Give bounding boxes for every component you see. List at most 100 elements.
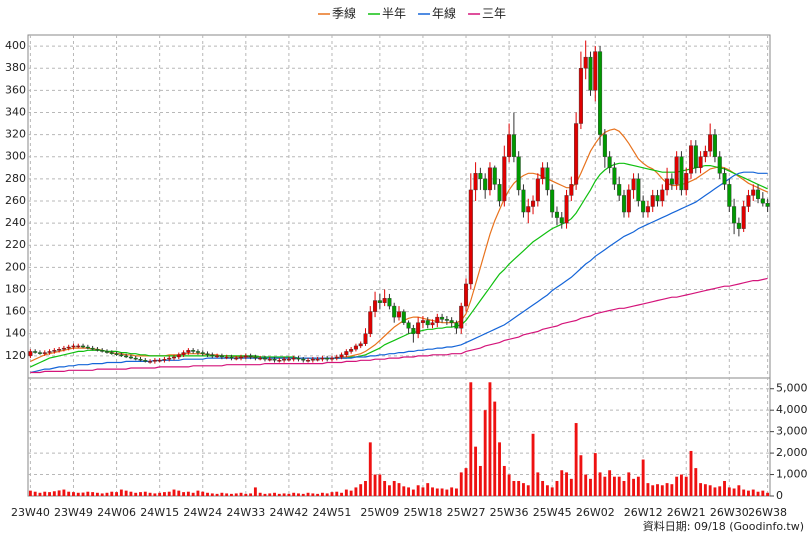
volume-bar bbox=[129, 491, 133, 496]
volume-bar bbox=[182, 492, 186, 496]
volume-bar bbox=[273, 492, 276, 496]
candle-body bbox=[253, 356, 258, 359]
volume-bar bbox=[76, 492, 80, 496]
x-tick-label: 24W15 bbox=[140, 506, 179, 519]
candle-body bbox=[296, 357, 301, 360]
volume-bar bbox=[383, 480, 387, 496]
candle-body bbox=[751, 189, 756, 196]
candle-body bbox=[42, 352, 47, 354]
volume-bar bbox=[708, 485, 712, 496]
candle-body bbox=[71, 345, 76, 348]
candle-body bbox=[444, 319, 449, 321]
volume-bar bbox=[110, 491, 114, 496]
volume-bar bbox=[306, 492, 310, 496]
volume-bar bbox=[517, 480, 521, 496]
candle-body bbox=[114, 353, 119, 355]
volume-bar bbox=[636, 476, 640, 496]
legend-label: 三年 bbox=[482, 7, 506, 21]
candle-body bbox=[282, 358, 287, 361]
volume-bar bbox=[632, 478, 636, 496]
candle-body bbox=[210, 354, 215, 357]
x-tick-label: 24W33 bbox=[226, 506, 265, 519]
volume-bar bbox=[316, 493, 320, 496]
x-tick-label: 24W51 bbox=[313, 506, 352, 519]
candle-body bbox=[248, 355, 253, 358]
y-tick-label: 260 bbox=[5, 194, 26, 207]
x-tick-label: 23W49 bbox=[54, 506, 93, 519]
x-tick-label: 26W02 bbox=[576, 506, 615, 519]
candle-body bbox=[473, 173, 478, 191]
volume-bar bbox=[598, 472, 602, 496]
candle-body bbox=[243, 355, 248, 358]
volume-bar bbox=[38, 492, 42, 496]
candle-body bbox=[157, 360, 162, 362]
volume-bar bbox=[617, 476, 621, 496]
volume-bar bbox=[48, 492, 51, 496]
volume-bar bbox=[646, 483, 650, 496]
candle-body bbox=[626, 189, 631, 213]
candle-body bbox=[277, 360, 282, 362]
y-tick-label: 360 bbox=[5, 83, 26, 96]
candle-body bbox=[650, 195, 655, 207]
volume-bar bbox=[641, 459, 645, 496]
candle-body bbox=[239, 356, 244, 359]
volume-bar bbox=[72, 492, 75, 496]
x-tick-label: 24W42 bbox=[269, 506, 308, 519]
candle-body bbox=[334, 356, 339, 359]
volume-bar bbox=[86, 491, 90, 496]
candle-body bbox=[535, 178, 540, 202]
volume-bar bbox=[340, 492, 343, 496]
x-tick-label: 25W09 bbox=[360, 506, 399, 519]
candle-body bbox=[497, 184, 502, 202]
volume-bar bbox=[311, 493, 315, 496]
y-tick-label: 280 bbox=[5, 172, 26, 185]
volume-bar bbox=[536, 472, 540, 496]
candle-body bbox=[736, 222, 741, 229]
candle-body bbox=[267, 358, 272, 361]
volume-bar bbox=[507, 474, 511, 496]
candle-body bbox=[291, 357, 296, 360]
volume-bar bbox=[402, 486, 406, 496]
candle-body bbox=[674, 156, 679, 185]
candle-body bbox=[186, 350, 191, 353]
candle-body bbox=[373, 300, 378, 312]
candle-body bbox=[540, 167, 545, 180]
candle-body bbox=[660, 189, 665, 202]
volume-bar bbox=[579, 455, 583, 496]
candle-body bbox=[33, 351, 38, 353]
y-tick-label: 220 bbox=[5, 238, 26, 251]
volume-bar bbox=[761, 490, 765, 496]
candle-body bbox=[712, 134, 717, 157]
candle-body bbox=[449, 320, 454, 323]
candle-body bbox=[760, 198, 765, 204]
candle-body bbox=[200, 352, 205, 354]
candle-body bbox=[272, 358, 277, 361]
y-tick-label: 320 bbox=[5, 128, 26, 141]
candle-body bbox=[52, 350, 57, 352]
volume-bar bbox=[230, 493, 233, 496]
volume-bar bbox=[545, 485, 549, 496]
candle-body bbox=[301, 358, 306, 361]
volume-bar bbox=[526, 485, 530, 496]
y-tick-label: 120 bbox=[5, 349, 26, 362]
candle-body bbox=[464, 283, 469, 307]
volume-bar bbox=[718, 486, 722, 496]
volume-bar bbox=[459, 472, 463, 496]
x-tick-label: 26W21 bbox=[667, 506, 706, 519]
volume-bar bbox=[368, 442, 372, 496]
candle-body bbox=[358, 343, 363, 347]
candle-body bbox=[258, 357, 263, 360]
legend-label: 季線 bbox=[332, 6, 356, 21]
candle-body bbox=[57, 349, 62, 351]
volume-bar bbox=[550, 487, 554, 496]
volume-bar bbox=[603, 476, 607, 496]
volume-bar bbox=[416, 485, 420, 496]
candle-body bbox=[550, 189, 555, 213]
candle-body bbox=[741, 206, 746, 229]
candle-body bbox=[732, 206, 737, 224]
volume-bar bbox=[474, 446, 478, 496]
candle-body bbox=[746, 195, 751, 207]
candle-body bbox=[545, 167, 550, 191]
candle-body bbox=[138, 358, 143, 361]
candle-body bbox=[124, 355, 129, 358]
